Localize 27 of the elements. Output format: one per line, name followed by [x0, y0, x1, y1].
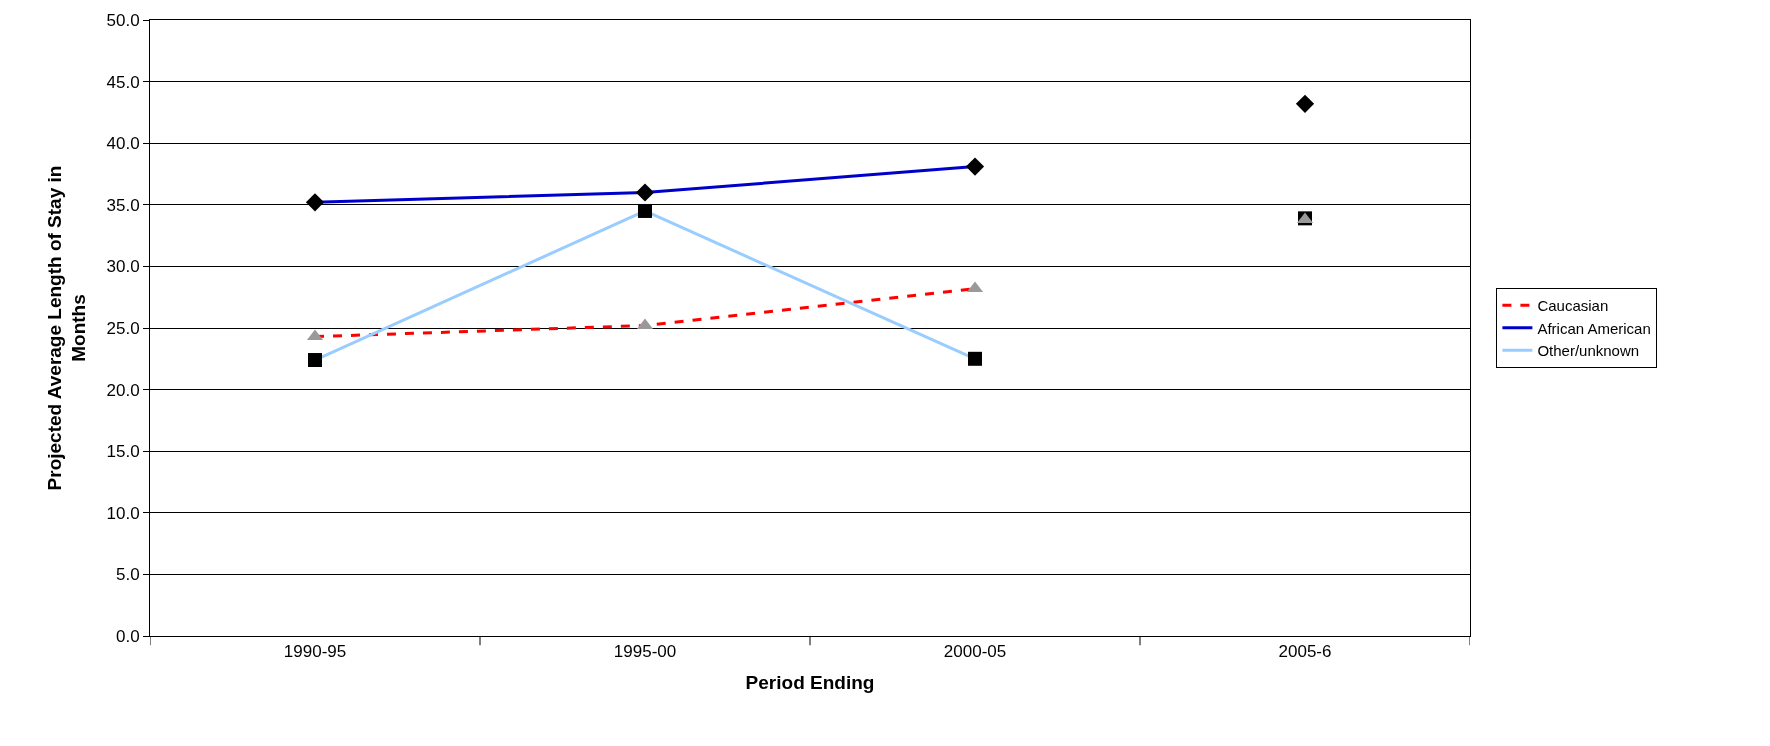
legend-label: Caucasian	[1537, 297, 1609, 315]
point	[308, 353, 322, 368]
y-tick-label: 50.0	[106, 10, 140, 30]
point	[635, 183, 655, 202]
y-tick-label: 40.0	[106, 134, 140, 154]
y-tick-label: 15.0	[106, 442, 140, 462]
x-tick-label: 1995-00	[613, 642, 677, 662]
y-tick-label: 30.0	[106, 257, 140, 277]
point	[968, 351, 982, 366]
y-tick-label: 25.0	[106, 318, 140, 338]
x-tick-label: 2005-6	[1278, 642, 1332, 662]
y-tick-label: 45.0	[106, 72, 140, 92]
y-tick-label: 35.0	[106, 195, 140, 215]
point	[1295, 94, 1315, 113]
point	[305, 193, 325, 212]
point	[965, 157, 985, 176]
y-tick-label: 20.0	[106, 380, 140, 400]
legend-label: African American	[1537, 319, 1651, 337]
x-axis-title: Period Ending	[745, 672, 875, 694]
x-tick-label: 1990-95	[283, 642, 347, 662]
point	[638, 203, 652, 218]
y-tick-label: 5.0	[115, 565, 140, 585]
legend-label: Other/unknown	[1537, 342, 1640, 360]
y-axis-title: Projected Average Length of Stay in Months	[43, 165, 90, 491]
y-tick-label: 0.0	[115, 626, 140, 646]
y-tick-label: 10.0	[106, 503, 140, 523]
x-tick-label: 2000-05	[943, 642, 1007, 662]
